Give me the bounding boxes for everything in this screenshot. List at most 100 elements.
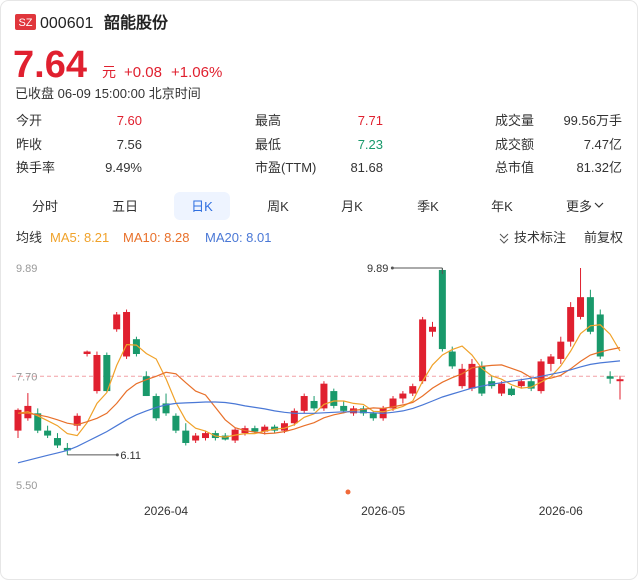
stat-value: 81.68 xyxy=(350,160,383,175)
adjust[interactable]: 前复权 xyxy=(584,230,623,245)
candle-body xyxy=(557,341,565,359)
max-dot xyxy=(390,266,394,270)
stat-label: 换手率 xyxy=(16,160,55,175)
candle-body xyxy=(251,428,259,432)
candle-body xyxy=(547,356,555,364)
ma-label[interactable]: 均线 xyxy=(16,230,42,245)
min-dot xyxy=(115,453,119,457)
tab[interactable]: 日K xyxy=(191,199,213,214)
candle-body xyxy=(438,269,446,350)
candle-body xyxy=(428,326,436,332)
stat-label: 成交量 xyxy=(495,113,534,128)
stat-label: 市盈(TTM) xyxy=(255,160,316,175)
stat-label: 总市值 xyxy=(495,160,534,175)
candle-body xyxy=(498,383,506,394)
tabs: 分时 五日 日K 周K 月K 季K 年K 更多 xyxy=(32,199,592,214)
candle-body xyxy=(34,413,42,431)
candle-body xyxy=(123,311,131,357)
ma-line xyxy=(17,360,621,464)
candle-body xyxy=(310,400,318,409)
tab[interactable]: 更多 xyxy=(566,199,592,214)
y-tick-label: 7.70 xyxy=(16,371,37,383)
candle-body xyxy=(369,413,377,419)
candle-body xyxy=(113,314,121,330)
candle-body xyxy=(83,351,91,355)
stat-value: 7.23 xyxy=(358,137,383,152)
candle-body xyxy=(182,430,190,443)
stat-value: 81.32亿 xyxy=(576,160,622,175)
y-tick-label: 5.50 xyxy=(16,480,37,492)
tab[interactable]: 季K xyxy=(417,199,439,214)
candle-body xyxy=(280,423,288,431)
currency: 元 xyxy=(102,64,116,80)
candle-body xyxy=(409,386,417,394)
candle-body xyxy=(192,435,200,441)
candle-body xyxy=(103,354,111,392)
candle-body xyxy=(142,376,150,397)
max-label: 9.89 xyxy=(367,263,388,275)
candle-body xyxy=(261,426,269,432)
candle-body xyxy=(527,381,535,389)
tech-icon xyxy=(499,233,509,244)
stat-value: 7.56 xyxy=(117,137,142,152)
x-tick-label: 2026-06 xyxy=(539,504,583,518)
stat-label: 最低 xyxy=(255,137,281,152)
tech-mark[interactable]: 技术标注 xyxy=(514,230,566,245)
candle-body xyxy=(586,297,594,332)
candle-body xyxy=(478,366,486,394)
min-label: 6.11 xyxy=(120,450,141,462)
candle-body xyxy=(359,408,367,414)
candle-body xyxy=(14,409,22,431)
candle-body xyxy=(320,383,328,409)
x-tick-label: 2026-05 xyxy=(361,504,405,518)
price: 7.64 xyxy=(13,44,87,86)
candle-body xyxy=(172,415,180,431)
candle-body xyxy=(517,381,525,387)
candle-body xyxy=(448,351,456,367)
candle-body xyxy=(73,415,81,426)
candle-body xyxy=(300,396,308,411)
candle-body xyxy=(596,314,604,357)
change: +0.08 xyxy=(124,64,162,81)
tab[interactable]: 月K xyxy=(341,199,363,214)
legend-entry: MA10: 8.28 xyxy=(123,230,190,245)
stat-value: 7.60 xyxy=(117,113,142,128)
tab[interactable]: 周K xyxy=(267,199,289,214)
stat-value: 99.56万手 xyxy=(563,113,622,128)
candle-body xyxy=(340,405,348,411)
stat-label: 成交额 xyxy=(495,137,534,152)
market-badge: SZ xyxy=(18,17,32,29)
tab[interactable]: 分时 xyxy=(32,199,58,214)
stat-label: 今开 xyxy=(16,113,42,128)
candle-body xyxy=(53,438,61,446)
kline-chart: 9.89 7.70 5.50 2026-04 2026-05 2026-06 MA5: 8.… xyxy=(12,230,626,518)
status: 已收盘 06-09 15:00:00 北京时间 xyxy=(15,86,201,101)
stock-name: 韶能股份 xyxy=(104,13,169,32)
candle-body xyxy=(419,319,427,382)
ma-line xyxy=(18,347,621,435)
stat-value: 7.47亿 xyxy=(584,137,622,152)
legend-entry: MA20: 8.01 xyxy=(205,230,272,245)
candle-body xyxy=(44,430,52,436)
tab[interactable]: 年K xyxy=(491,199,513,214)
change-pct: +1.06% xyxy=(171,64,222,81)
stat-label: 昨收 xyxy=(16,137,42,152)
candle-body xyxy=(63,447,71,451)
legend-entry: MA5: 8.21 xyxy=(50,230,109,245)
more-chevron xyxy=(594,202,604,208)
candle-body xyxy=(389,398,397,409)
candle-body xyxy=(577,297,585,317)
candle-body xyxy=(93,354,101,392)
event-dot xyxy=(345,489,351,495)
tab[interactable]: 五日 xyxy=(112,199,138,214)
active-tab-bg xyxy=(174,192,230,220)
candle-body xyxy=(507,388,515,396)
stat-value: 9.49% xyxy=(105,160,142,175)
candle-body xyxy=(202,433,210,439)
stock-code: 000601 xyxy=(40,15,93,32)
candle-body xyxy=(290,410,298,424)
x-tick-label: 2026-04 xyxy=(144,504,188,518)
candle-body xyxy=(458,368,466,387)
